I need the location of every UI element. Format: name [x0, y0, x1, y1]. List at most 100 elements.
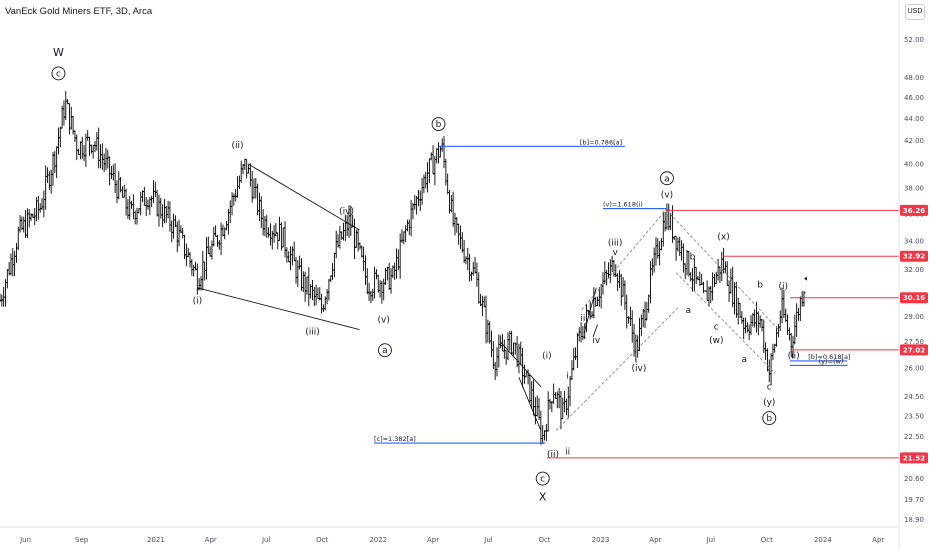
ohlc-bar	[277, 216, 282, 241]
ohlc-bar	[184, 243, 188, 267]
wave-label: a	[664, 174, 670, 184]
ohlc-bar	[111, 164, 115, 181]
ohlc-bar	[555, 391, 559, 409]
ohlc-bar	[634, 334, 638, 363]
x-tick-label: Jun	[19, 536, 31, 544]
ohlc-bar	[436, 142, 441, 164]
ohlc-bar	[18, 215, 22, 233]
ohlc-bar	[743, 317, 748, 334]
ohlc-bar	[510, 330, 514, 355]
ohlc-bar	[643, 301, 647, 328]
ohlc-bar	[425, 162, 430, 193]
wave-label: b	[690, 252, 696, 262]
price-badge: 21.52	[900, 452, 928, 464]
trendline[interactable]	[247, 163, 360, 231]
ohlc-bar	[424, 171, 428, 189]
ohlc-bar	[64, 90, 68, 120]
ohlc-bar	[261, 209, 265, 236]
fib-label: [b]=0.786[a]	[580, 138, 622, 146]
ohlc-bar	[400, 229, 404, 244]
ohlc-bar	[161, 204, 165, 228]
trendline[interactable]	[518, 377, 542, 431]
ohlc-bar	[113, 163, 117, 194]
channel-line[interactable]	[555, 306, 680, 431]
currency-button[interactable]: USD	[905, 4, 925, 20]
x-tick-label: 2021	[147, 536, 165, 544]
ohlc-bar	[418, 190, 422, 211]
ohlc-bar	[3, 279, 8, 307]
ohlc-bar	[98, 144, 103, 169]
ohlc-bar	[385, 266, 389, 281]
trendline[interactable]	[592, 324, 598, 337]
ohlc-bar	[177, 219, 181, 247]
ohlc-bar	[221, 224, 225, 237]
wave-label: b	[436, 120, 442, 130]
ohlc-bar	[681, 243, 685, 273]
ohlc-bar	[82, 145, 86, 162]
ohlc-bar	[378, 280, 382, 298]
trendline[interactable]	[197, 287, 360, 331]
channel-line[interactable]	[675, 272, 776, 374]
ohlc-bar	[318, 287, 322, 301]
ohlc-bar	[639, 314, 643, 337]
ohlc-bar	[606, 262, 611, 279]
ohlc-bar	[106, 149, 110, 169]
ohlc-bar	[764, 342, 768, 361]
channel-line[interactable]	[581, 208, 668, 311]
ohlc-bar	[224, 220, 229, 231]
channel-line[interactable]	[669, 213, 779, 330]
ohlc-bar	[298, 255, 302, 270]
y-tick-label: 29.00	[904, 313, 924, 321]
ohlc-bar	[124, 188, 128, 216]
x-tick-label: Apr	[649, 536, 661, 544]
ohlc-bar	[647, 294, 651, 313]
y-tick-label: 27.50	[904, 338, 924, 346]
ohlc-bar	[13, 251, 17, 277]
ohlc-bar	[382, 278, 386, 301]
ohlc-bar	[546, 391, 550, 432]
ohlc-bar	[645, 302, 649, 321]
ohlc-bar	[409, 200, 413, 237]
ohlc-bar	[288, 246, 293, 271]
ohlc-bar	[564, 398, 569, 416]
trendline[interactable]	[583, 287, 597, 334]
ohlc-bar	[117, 171, 121, 200]
ohlc-bar	[402, 231, 406, 245]
ohlc-bar	[628, 306, 632, 327]
chart-title: VanEck Gold Miners ETF, 3D, Arca	[5, 6, 153, 17]
ohlc-bar	[341, 222, 346, 241]
ohlc-bar	[332, 252, 336, 278]
ohlc-bar	[168, 201, 172, 232]
fib-label: (v)=1.618(i)	[603, 201, 643, 209]
wave-label: ii	[565, 448, 570, 458]
x-tick-label: Jul	[483, 536, 493, 544]
ohlc-bar	[637, 317, 642, 352]
ohlc-bar	[206, 236, 210, 254]
wave-label: iii	[580, 314, 588, 324]
ohlc-bar	[393, 262, 397, 280]
ohlc-bar	[652, 247, 656, 273]
ohlc-bar	[416, 189, 421, 207]
ohlc-bar	[568, 376, 572, 407]
wave-label: (ii)	[547, 450, 559, 460]
ohlc-bar	[716, 258, 720, 281]
ohlc-bar	[95, 131, 99, 151]
ohlc-bar	[475, 262, 479, 287]
ohlc-bar	[254, 177, 258, 199]
ohlc-bar	[76, 148, 81, 156]
trendline[interactable]	[499, 341, 542, 388]
ohlc-bar	[371, 288, 375, 301]
wave-label: (iii)	[608, 238, 623, 248]
y-tick-label: 26.00	[904, 365, 924, 373]
ohlc-bar	[175, 221, 179, 253]
wave-label-circled: c	[535, 471, 550, 486]
ohlc-bar	[345, 215, 349, 237]
ohlc-bar	[51, 152, 55, 186]
ohlc-bar	[738, 302, 742, 318]
ohlc-bar	[369, 290, 373, 304]
wave-label: a	[686, 306, 692, 316]
x-tick-label: Apr	[205, 536, 217, 544]
ohlc-bar	[552, 383, 556, 404]
ohlc-bar	[575, 332, 580, 368]
